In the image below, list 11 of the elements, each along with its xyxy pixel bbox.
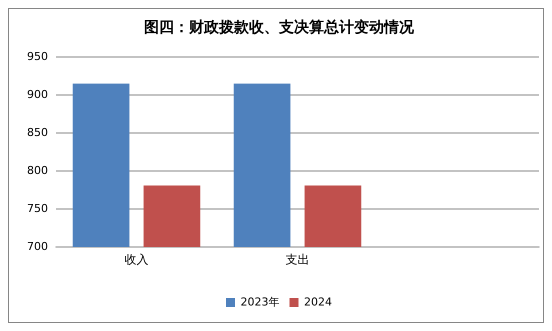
legend-label: 2023年	[240, 295, 280, 308]
y-tick-label: 800	[26, 164, 48, 177]
y-tick-label: 900	[26, 88, 48, 101]
y-tick-label: 950	[26, 50, 48, 63]
chart-title: 图四：财政拨款收、支决算总计变动情况	[144, 18, 415, 36]
y-tick-label: 850	[26, 126, 48, 139]
y-tick-label: 700	[26, 240, 48, 253]
x-tick-label: 支出	[286, 252, 310, 266]
x-tick-label: 收入	[124, 252, 148, 266]
y-tick-label: 750	[26, 202, 48, 215]
legend-label: 2024	[304, 295, 332, 308]
